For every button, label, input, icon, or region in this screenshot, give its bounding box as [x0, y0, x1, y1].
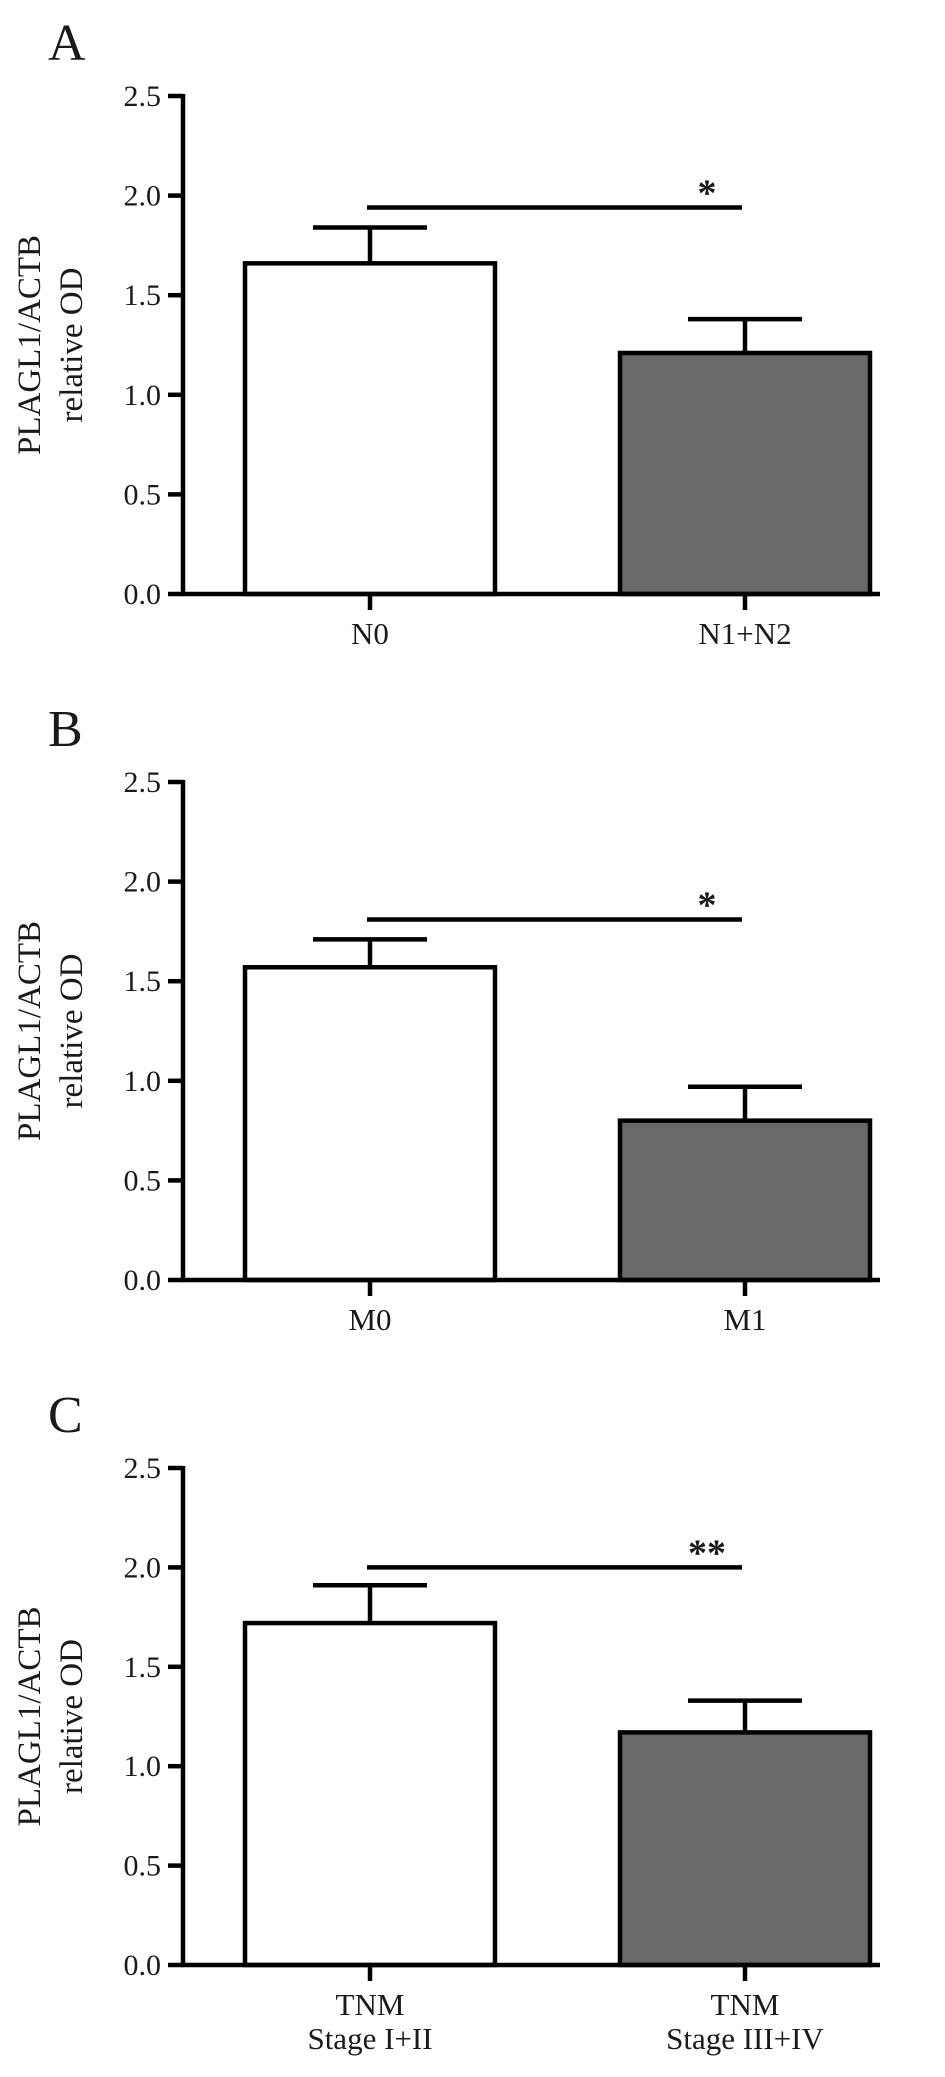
x-tick-label: TNM	[336, 1987, 405, 2022]
y-axis-title-line: relative OD	[54, 1639, 90, 1794]
chart-panel-A: A PLAGL1/ACTB relative OD 0.0 0.5 1.0 1.5 2.0 2.…	[12, 15, 880, 651]
y-tick-label: 0.0	[124, 578, 162, 611]
y-tick-label: 2.5	[124, 766, 162, 799]
y-tick-label: 2.0	[124, 1551, 162, 1584]
significance-label: *	[698, 173, 717, 215]
bar	[617, 350, 873, 597]
panel-label: B	[48, 701, 83, 758]
y-tick-label: 1.5	[124, 965, 162, 998]
y-tick-label: 2.0	[124, 866, 162, 899]
x-tick-label: N1+N2	[698, 616, 791, 651]
y-tick-label: 1.0	[124, 1750, 162, 1783]
x-tick-label: TNM	[711, 1987, 780, 2022]
bar	[617, 1730, 873, 1968]
y-tick-label: 0.5	[124, 478, 162, 511]
chart-panel-B: B PLAGL1/ACTB relative OD 0.0 0.5 1.0 1.5 2.0 2.…	[12, 701, 880, 1337]
y-axis-title-line: relative OD	[54, 268, 90, 423]
y-tick-label: 0.5	[124, 1850, 162, 1883]
y-axis-title-line: PLAGL1/ACTB	[12, 1606, 48, 1826]
y-tick-label: 0.0	[124, 1264, 162, 1297]
y-axis-title-line: PLAGL1/ACTB	[12, 921, 48, 1141]
x-tick-label: M0	[348, 1302, 391, 1337]
y-tick-label: 2.0	[124, 180, 162, 213]
panel-label: C	[48, 1387, 83, 1444]
y-tick-label: 2.5	[124, 1452, 162, 1485]
chart-panel-C: C PLAGL1/ACTB relative OD 0.0 0.5 1.0 1.5 2.0 2.…	[12, 1387, 880, 2056]
y-axis-title-line: relative OD	[54, 954, 90, 1109]
significance-label: *	[698, 884, 717, 926]
x-tick-label: N0	[351, 616, 389, 651]
x-tick-label: Stage I+II	[307, 2021, 432, 2056]
panel-label: A	[48, 15, 86, 72]
bar	[242, 261, 498, 597]
bar	[617, 1118, 873, 1283]
y-tick-label: 0.0	[124, 1949, 162, 1982]
y-tick-label: 1.5	[124, 279, 162, 312]
y-tick-label: 1.0	[124, 1065, 162, 1098]
y-tick-label: 0.5	[124, 1164, 162, 1197]
x-tick-label: Stage III+IV	[666, 2021, 824, 2056]
bar	[242, 965, 498, 1283]
bar	[242, 1620, 498, 1968]
y-tick-label: 1.5	[124, 1651, 162, 1684]
y-axis-title-line: PLAGL1/ACTB	[12, 235, 48, 455]
y-tick-label: 1.0	[124, 379, 162, 412]
x-tick-label: M1	[723, 1302, 766, 1337]
y-tick-label: 2.5	[124, 80, 162, 113]
significance-label: **	[688, 1532, 726, 1574]
